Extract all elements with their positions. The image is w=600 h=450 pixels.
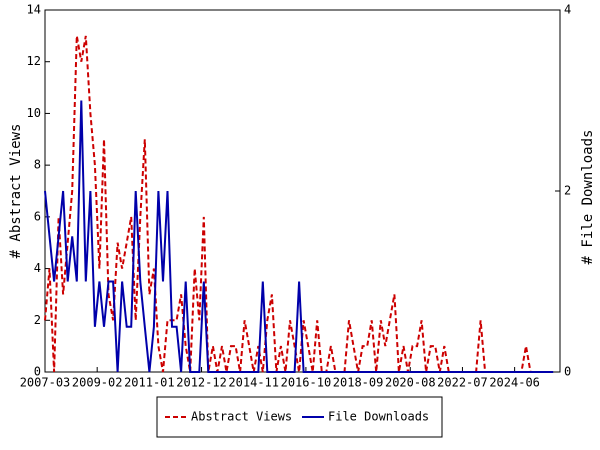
series-line bbox=[44, 100, 554, 373]
x-tick-label: 2009-02 bbox=[72, 376, 123, 390]
y-tick-label: 8 bbox=[34, 158, 41, 172]
x-tick-label: 2016-10 bbox=[281, 376, 332, 390]
y-axis-title: # Abstract Views bbox=[8, 124, 24, 259]
y-tick-label: 2 bbox=[34, 313, 41, 327]
x-tick-label: 2014-11 bbox=[228, 376, 279, 390]
legend-label: Abstract Views bbox=[191, 410, 292, 424]
y-tick-label: 6 bbox=[34, 209, 41, 223]
y2-tick-label: 2 bbox=[564, 184, 571, 198]
legend-label: File Downloads bbox=[328, 410, 429, 424]
x-tick-label: 2011-01 bbox=[124, 376, 175, 390]
y-tick-label: 4 bbox=[34, 261, 41, 275]
plot-frame bbox=[44, 9, 561, 373]
y-tick-label: 10 bbox=[27, 106, 41, 120]
series-line bbox=[44, 35, 554, 373]
y2-tick-label: 0 bbox=[564, 365, 571, 379]
x-tick-label: 2012-12 bbox=[176, 376, 227, 390]
x-tick-label: 2018-09 bbox=[333, 376, 384, 390]
legend-box bbox=[156, 396, 443, 438]
x-tick-label: 2022-07 bbox=[437, 376, 488, 390]
y2-axis-title: # File Downloads bbox=[580, 130, 596, 265]
y-tick-label: 0 bbox=[34, 365, 41, 379]
y-tick-label: 12 bbox=[27, 54, 41, 68]
y2-tick-label: 4 bbox=[564, 3, 571, 17]
x-tick-label: 2024-06 bbox=[489, 376, 540, 390]
y-tick-label: 14 bbox=[27, 3, 41, 17]
x-tick-label: 2020-08 bbox=[385, 376, 436, 390]
x-tick-label: 2007-03 bbox=[20, 376, 71, 390]
